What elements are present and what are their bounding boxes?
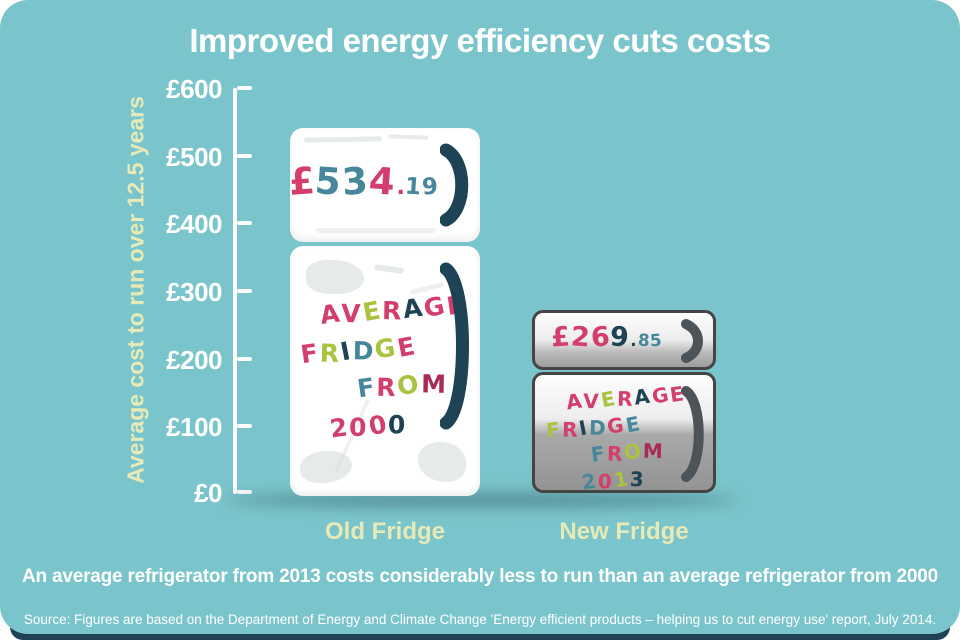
category-label-old-fridge: Old Fridge [325, 518, 445, 545]
old-fridge-main-door: AVERAGE FRIDGE FROM 2000 [290, 246, 480, 496]
y-axis-tick [237, 221, 252, 225]
source-note: Source: Figures are based on the Departm… [23, 612, 937, 627]
y-axis-tick [237, 289, 252, 293]
chart-title: Improved energy efficiency cuts costs [189, 22, 771, 59]
y-axis-line [233, 88, 237, 494]
y-tick-label-200: £200 [166, 345, 222, 375]
y-tick-label-300: £300 [166, 277, 222, 307]
y-axis-tick [237, 86, 252, 90]
category-label-new-fridge: New Fridge [559, 518, 689, 545]
new-fridge-freezer-door: £2 6 9. 8 5 [532, 310, 716, 370]
y-tick-label-600: £600 [166, 74, 222, 104]
y-axis-tick [237, 424, 252, 428]
caption: An average refrigerator from 2013 costs … [21, 566, 939, 587]
old-fridge-freezer-door: £5 3 4. 1 9 [287, 128, 480, 242]
y-tick-label-0: £0 [194, 478, 222, 508]
y-tick-label-100: £100 [166, 412, 222, 442]
y-axis-tick [237, 490, 252, 494]
y-axis-tick [237, 154, 252, 158]
y-tick-label-400: £400 [166, 209, 222, 239]
old-fridge-freezer-handle-icon [439, 142, 472, 233]
y-tick-label-500: £500 [166, 142, 222, 172]
fridge-floor-shadow [226, 493, 738, 507]
new-fridge-main-handle-icon [681, 383, 707, 490]
new-fridge-freezer-handle-icon [681, 318, 707, 369]
y-axis-tick [237, 357, 252, 361]
new-fridge-main-door: AVERAGE FRIDGE FROM 2013 [532, 372, 716, 494]
old-fridge-main-handle-icon [439, 260, 472, 437]
